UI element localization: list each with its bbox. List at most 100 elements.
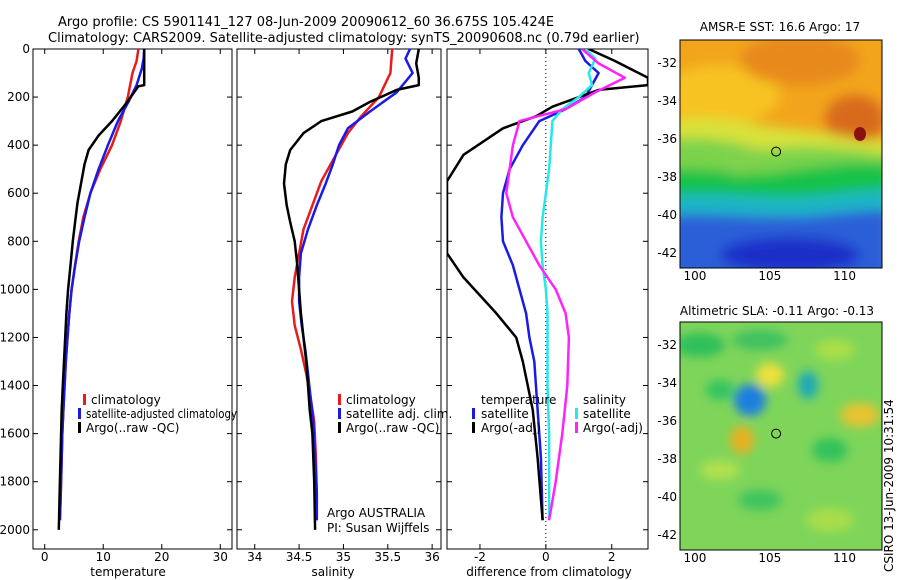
legend-label: Argo(-adj): [481, 421, 541, 435]
sla-anomaly: [806, 508, 854, 532]
x-tick-label: 0: [41, 550, 49, 564]
sla-anomaly: [738, 490, 782, 510]
y-tick-label: 800: [7, 234, 30, 248]
sla-float-marker: [771, 428, 782, 439]
y-tick-label: 1800: [0, 475, 30, 489]
temperature-series-group: [57, 49, 146, 530]
salinity-plot-frame: [236, 48, 442, 550]
legend-swatch-red: [338, 394, 341, 405]
legend-swatch-cyan: [575, 408, 578, 419]
difference-salinity-argo-adj--line: [505, 49, 627, 521]
float-owner-annotation: Argo AUSTRALIA: [327, 506, 426, 520]
sla-anomaly: [732, 330, 788, 350]
sst-map-title: AMSR-E SST: 16.6 Argo: 17: [700, 20, 860, 34]
map-y-tick-label: -32: [657, 56, 677, 70]
legend-swatch-black: [472, 422, 475, 433]
legend-swatch-blue: [78, 408, 81, 419]
x-tick-label: 35.5: [374, 550, 401, 564]
map-y-tick-label: -34: [657, 94, 677, 108]
legend-swatch-blue: [338, 408, 341, 419]
salinity-satellite-adj-clim--line: [297, 49, 414, 521]
y-tick-label: 1200: [0, 330, 30, 344]
legend-label: climatology: [91, 393, 161, 407]
difference-legend: temperature satellite Argo(-adj) salinit…: [472, 393, 643, 435]
sla-map: [680, 322, 882, 550]
salinity-legend: climatology satellite adj. clim. Argo(..…: [338, 393, 452, 435]
x-tick-label: 20: [154, 550, 169, 564]
difference-xlabel: difference from climatology: [466, 565, 632, 579]
y-tick-label: 200: [7, 90, 30, 104]
x-tick-label: 35: [336, 550, 351, 564]
title-line-1: Argo profile: CS 5901141_127 08-Jun-2009…: [58, 15, 554, 30]
difference-salinity-satellite-line: [539, 49, 597, 521]
map-y-tick-label: -32: [657, 338, 677, 352]
legend-swatch-red: [83, 394, 86, 405]
legend-swatch-black: [78, 422, 81, 433]
sst-map-frame: [679, 39, 883, 269]
sla-anomaly: [756, 363, 784, 387]
sst-eddy: [720, 145, 760, 175]
salinity-argo-raw-qc--line: [282, 49, 421, 530]
timestamp-stamp: CSIRO 13-Jun-2009 10:31:54: [882, 399, 896, 572]
y-tick-label: 600: [7, 186, 30, 200]
y-tick-label: 0: [22, 42, 30, 56]
y-tick-label: 2000: [0, 523, 30, 537]
map-x-tick-label: 105: [758, 551, 781, 565]
x-tick-label: 30: [213, 550, 228, 564]
map-y-tick-label: -40: [657, 490, 677, 504]
sla-map-frame: [679, 321, 883, 551]
salinity-xlabel: salinity: [311, 565, 354, 579]
map-y-tick-label: -38: [657, 452, 677, 466]
legend-label: satellite: [583, 407, 631, 421]
y-tick-label: 1400: [0, 379, 30, 393]
legend-label: climatology: [346, 393, 416, 407]
title-line-2: Climatology: CARS2009. Satellite-adjuste…: [48, 31, 640, 46]
x-tick-label: 0: [542, 550, 550, 564]
sla-anomaly: [730, 426, 754, 454]
map-x-tick-label: 100: [684, 269, 707, 283]
y-tick-label: 1000: [0, 282, 30, 296]
temperature-legend: climatology satellite-adjusted climatolo…: [78, 393, 237, 435]
sst-warm-patch: [825, 95, 882, 145]
map-y-tick-label: -42: [657, 246, 677, 260]
sla-anomaly: [812, 438, 848, 462]
legend-group-title: temperature: [481, 393, 556, 407]
legend-label: Argo(..raw -QC): [346, 421, 439, 435]
sla-anomaly: [798, 371, 818, 399]
salinity-series-group: [282, 49, 421, 530]
sla-anomaly: [680, 333, 725, 357]
sla-anomaly: [840, 403, 880, 427]
x-tick-label: 10: [96, 550, 111, 564]
sst-float-marker: [771, 146, 782, 157]
sla-anomaly: [815, 340, 855, 360]
map-y-tick-label: -38: [657, 170, 677, 184]
legend-swatch-blue: [472, 408, 475, 419]
legend-group-title: salinity: [583, 393, 626, 407]
pi-annotation: PI: Susan Wijffels: [327, 521, 429, 535]
x-tick-label: 36: [424, 550, 439, 564]
difference-temperature-argo-adj--line: [447, 49, 648, 521]
map-x-tick-label: 100: [684, 551, 707, 565]
temperature-plot-frame: [32, 48, 233, 550]
legend-swatch-black: [338, 422, 341, 433]
sst-hotspot: [854, 127, 866, 141]
map-y-tick-label: -36: [657, 132, 677, 146]
x-tick-label: -2: [474, 550, 486, 564]
sla-anomaly: [706, 380, 734, 400]
profile-curves: [57, 49, 648, 530]
x-tick-label: 2: [608, 550, 616, 564]
legend-label: satellite-adjusted climatology: [86, 407, 237, 421]
x-tick-label: 34: [247, 550, 262, 564]
y-tick-label: 400: [7, 138, 30, 152]
map-x-tick-label: 105: [758, 269, 781, 283]
sla-anomaly: [700, 460, 740, 480]
temperature-xlabel: temperature: [90, 565, 165, 579]
map-y-tick-label: -36: [657, 414, 677, 428]
map-x-tick-label: 110: [833, 551, 856, 565]
axes: 0 10 20 30020040060080010001200140016001800…: [0, 42, 856, 565]
legend-label: Argo(..raw -QC): [86, 421, 179, 435]
difference-series-group: [447, 49, 648, 521]
map-y-tick-label: -40: [657, 208, 677, 222]
legend-label: satellite: [481, 407, 529, 421]
